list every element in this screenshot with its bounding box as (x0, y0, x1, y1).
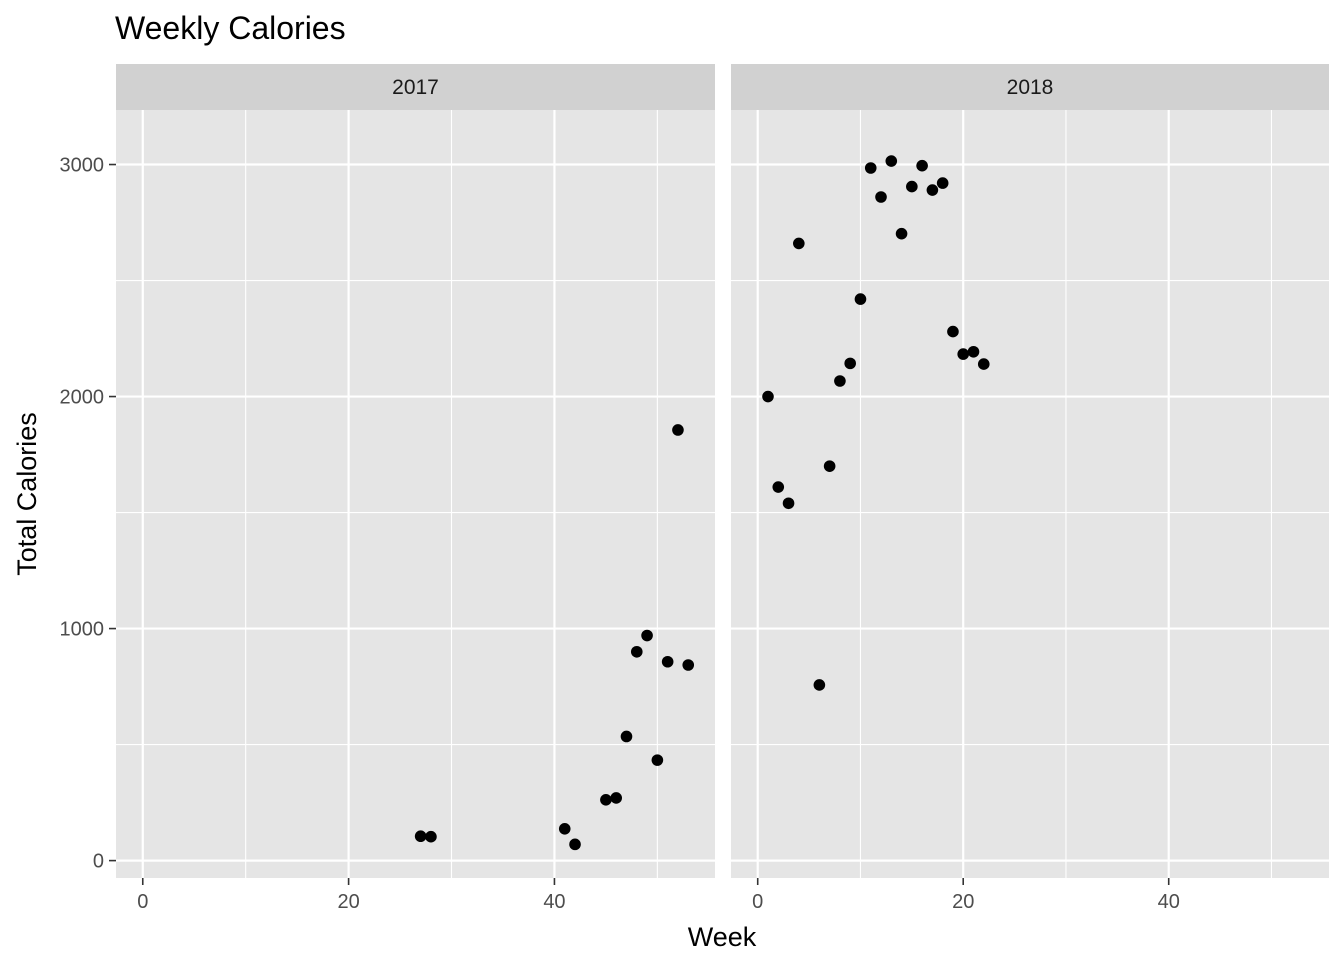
data-point-2018-6 (823, 460, 836, 472)
data-point-2018-18 (947, 325, 959, 338)
data-point-2018-2 (772, 481, 785, 493)
y-axis-title: Total Calories (12, 412, 42, 576)
data-point-2018-15 (916, 159, 928, 172)
chart-title: Weekly Calories (115, 10, 346, 46)
data-point-2017-11 (661, 655, 674, 668)
data-point-2017-6 (610, 792, 622, 804)
data-point-2017-2 (425, 830, 437, 843)
data-point-2018-12 (885, 155, 898, 167)
data-point-2018-17 (936, 177, 949, 189)
y-tick-label: 1000 (60, 619, 105, 641)
x-tick-label: 0 (752, 891, 763, 913)
y-tick-label: 2000 (60, 387, 105, 409)
data-point-2018-5 (813, 679, 826, 691)
data-point-2017-8 (630, 645, 643, 658)
panel-background (731, 110, 1329, 878)
data-point-2017-7 (620, 730, 633, 743)
x-tick-label: 40 (1158, 891, 1180, 913)
facet-strip (731, 64, 1329, 110)
x-tick-label: 20 (337, 891, 359, 913)
data-point-2018-7 (834, 375, 846, 387)
data-point-2018-8 (844, 357, 856, 370)
facet-strip (116, 64, 715, 110)
x-tick-label: 0 (137, 891, 148, 913)
x-tick-label: 40 (543, 891, 565, 913)
data-point-2018-19 (957, 348, 970, 360)
data-point-2018-20 (967, 345, 980, 358)
data-point-2018-3 (782, 497, 795, 510)
facet-panel-2017: 2017 0 20 40 (116, 64, 715, 913)
data-point-2018-4 (793, 237, 805, 250)
data-point-2017-5 (600, 794, 612, 806)
data-point-2018-16 (926, 184, 939, 196)
data-point-2017-10 (651, 754, 664, 766)
facet-panels: 2017 0 20 40 2018 0 20 40 (116, 64, 1329, 913)
x-axis-title: Week (688, 922, 757, 952)
data-point-2018-13 (895, 227, 908, 240)
data-point-2017-3 (558, 823, 571, 835)
data-point-2017-12 (672, 424, 684, 436)
data-point-2018-11 (875, 191, 887, 203)
facet-panel-2018: 2018 0 20 40 (731, 64, 1329, 913)
data-point-2017-4 (569, 838, 581, 851)
panel-background (116, 110, 715, 878)
y-tick-label: 0 (93, 851, 104, 873)
data-point-2017-13 (682, 659, 695, 671)
facet-strip-label: 2018 (1007, 76, 1054, 99)
data-point-2018-10 (864, 162, 877, 174)
data-point-2018-14 (906, 180, 918, 193)
facet-strip-label: 2017 (392, 76, 439, 99)
data-point-2018-21 (977, 358, 990, 370)
data-point-2018-1 (762, 390, 774, 403)
y-axis: 0 1000 2000 3000 (60, 155, 116, 873)
y-tick-label: 3000 (60, 155, 105, 177)
data-point-2018-9 (854, 293, 867, 305)
data-point-2017-9 (641, 629, 653, 642)
x-tick-label: 20 (952, 891, 974, 913)
data-point-2017-1 (414, 830, 427, 843)
